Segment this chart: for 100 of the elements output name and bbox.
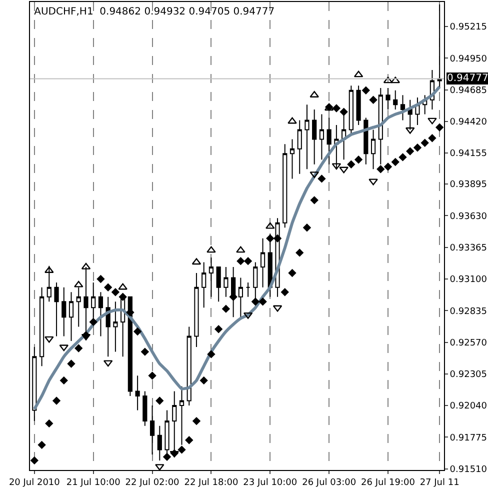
x-tick-label: 21 Jul 10:00 [66,478,121,488]
point [60,376,68,384]
candlestick [260,238,266,288]
candlestick [150,405,155,455]
y-tick-label: 0.94420 [450,118,488,128]
candlestick [216,266,221,302]
point [274,234,282,242]
x-tick-label: 22 Jul 02:00 [125,478,180,488]
point [406,147,414,156]
point [354,156,362,164]
point [96,275,105,283]
point [236,257,245,265]
point [340,108,348,116]
point [185,436,193,444]
point [281,288,289,296]
point [74,344,82,352]
x-tick-label: 23 Jul 10:00 [243,478,298,488]
y-tick-label: 0.94155 [450,149,488,160]
point [272,305,282,312]
x-tick-label: 22 Jul 18:00 [184,478,238,488]
candlestick [319,114,324,160]
y-tick-label: 0.94950 [450,54,488,64]
point [384,162,392,171]
point [141,348,149,356]
point [421,139,429,147]
candlestick [304,104,310,170]
point [134,328,142,336]
point [81,262,91,270]
candlestick [282,144,288,228]
candlestick [224,266,228,298]
point [310,196,318,204]
text: AUDCHF,H1 0.94862 0.94932 0.94705 0.94777 [34,6,275,18]
y-tick-label: 0.91775 [450,433,488,444]
point [156,396,164,405]
point [392,158,400,166]
point [369,96,378,104]
point [90,318,98,326]
candlestick [437,4,442,88]
point [178,446,186,454]
point [38,441,46,449]
line-series [32,85,442,411]
candlestick [246,282,250,298]
point [52,396,60,405]
point [118,283,128,290]
candlestick [68,292,74,342]
point [112,288,120,296]
candlestick [54,282,59,337]
y-tick-label: 0.92835 [450,306,488,317]
candlestick [297,120,302,174]
point [428,134,436,142]
y-tick-label: 0.95215 [450,22,488,33]
point [347,160,356,168]
point [30,456,38,464]
point [103,360,113,367]
candlestick [32,346,37,422]
point [192,417,200,425]
candlestick [98,292,104,337]
y-tick-label: 0.93630 [450,212,488,222]
y-tick-label: 0.93100 [450,275,488,286]
point [236,246,246,253]
candlestick [186,326,192,406]
candlestick [408,99,412,130]
point [192,258,202,265]
point [44,336,54,343]
candlestick [142,390,148,426]
candlestick [208,256,214,298]
x-tick-label: 27 Jul 11 [420,478,460,488]
point [428,118,437,124]
candlestick [400,94,406,121]
candlestick [370,129,376,170]
candlestick [364,117,368,165]
candlestick [202,262,206,308]
candlestick [135,375,140,411]
y-tick-label: 0.93365 [450,243,488,254]
point [266,234,274,242]
candlestick [91,282,96,328]
point [163,453,171,461]
point [318,174,326,183]
point [303,224,311,232]
y-tick-label: 0.92305 [450,370,488,380]
candlestick [157,425,162,461]
x-tick-label: 26 Jul 03:00 [302,478,356,488]
point [288,117,297,124]
point [362,86,370,94]
point [310,172,319,178]
point [81,334,91,340]
point [339,166,348,174]
point [200,376,208,384]
point [332,163,342,170]
point [332,104,340,112]
point [258,298,267,306]
candlestick [194,272,199,348]
candlestick [386,87,390,110]
point [243,312,253,319]
point [45,420,53,428]
point [118,293,127,301]
point [74,280,84,288]
candlestick [312,108,317,165]
point [214,325,222,333]
point [414,144,422,152]
